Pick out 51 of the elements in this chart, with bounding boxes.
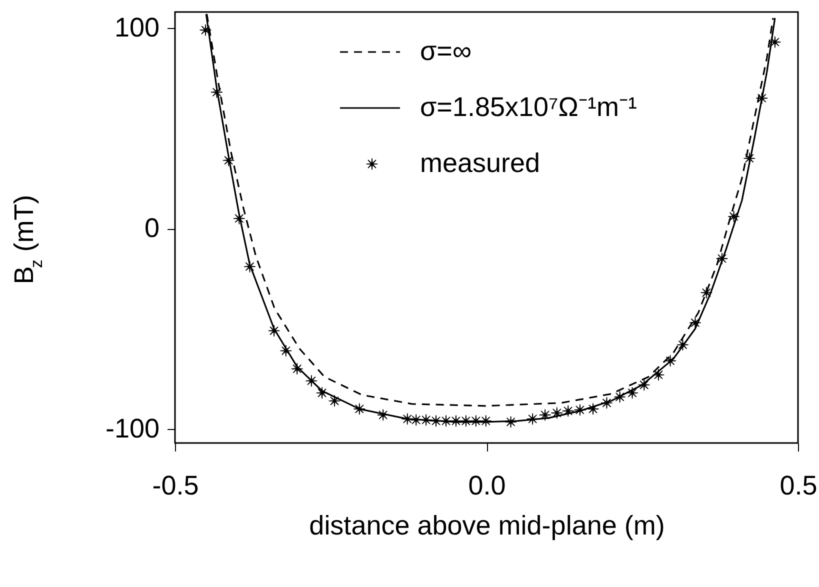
- point: [600, 396, 613, 410]
- point: [440, 414, 452, 428]
- point: [328, 394, 341, 408]
- y-tick-label: 100: [114, 12, 160, 43]
- point: [460, 414, 472, 428]
- point: [743, 152, 756, 164]
- point: [233, 212, 246, 225]
- point: [526, 412, 539, 426]
- y-axis-title: Bz (mT): [9, 194, 46, 284]
- point: [700, 286, 713, 299]
- point: [626, 386, 638, 399]
- legend-label: measured: [420, 148, 540, 178]
- point: [305, 374, 318, 387]
- point: [562, 404, 574, 418]
- y-tick-label: -100: [105, 413, 160, 444]
- point: [401, 412, 414, 426]
- point: [353, 402, 366, 416]
- point: [676, 338, 689, 351]
- point: [664, 354, 676, 367]
- point: [480, 414, 492, 428]
- point: [538, 408, 552, 422]
- point: [210, 86, 223, 98]
- point: [586, 402, 600, 416]
- legend-label: σ=∞: [420, 36, 472, 66]
- point: [430, 414, 442, 428]
- x-tick-label: 0.5: [780, 470, 818, 500]
- point: [756, 92, 768, 104]
- point: [291, 362, 304, 375]
- point: [244, 260, 256, 273]
- point: [316, 386, 328, 399]
- point: [450, 414, 462, 428]
- point: [768, 36, 782, 48]
- point: [728, 210, 740, 223]
- point: [652, 368, 665, 381]
- x-tick-label: -0.5: [152, 470, 199, 500]
- point: [550, 406, 563, 420]
- point: [638, 378, 650, 391]
- point: [268, 324, 280, 337]
- point: [614, 390, 626, 403]
- point: [689, 316, 702, 329]
- point: [574, 404, 586, 416]
- point: [280, 344, 292, 357]
- legend-label: σ=1.85x10⁷Ω⁻¹m⁻¹: [420, 92, 637, 122]
- point: [716, 252, 728, 265]
- x-tick-label: 0.0: [468, 470, 506, 500]
- x-axis-title: distance above mid-plane (m): [309, 510, 665, 540]
- point: [504, 416, 517, 428]
- y-tick-label: 0: [144, 213, 160, 243]
- point: [199, 24, 212, 36]
- point: [222, 154, 235, 166]
- point: [470, 414, 482, 428]
